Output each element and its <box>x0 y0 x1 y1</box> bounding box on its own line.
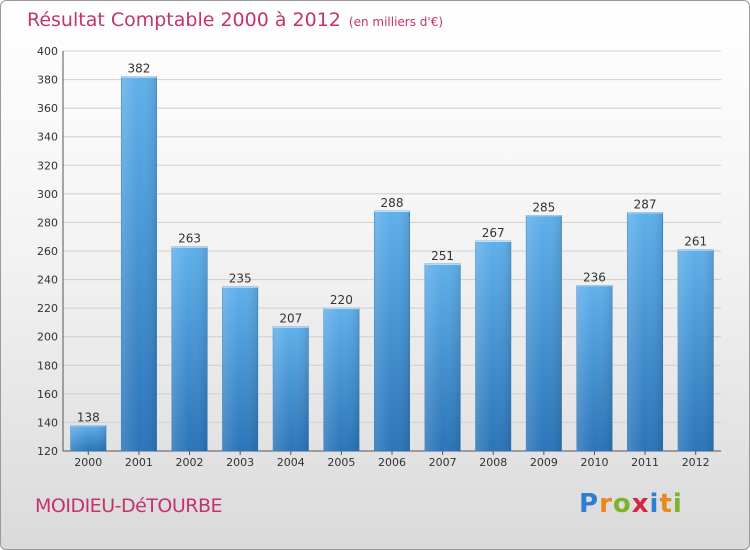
logo-letter: t <box>659 489 673 519</box>
y-tick-label: 360 <box>37 102 58 115</box>
y-tick-label: 220 <box>37 302 58 315</box>
x-tick-label: 2011 <box>631 456 659 469</box>
y-tick-label: 140 <box>37 416 58 429</box>
data-label: 207 <box>279 312 302 326</box>
bar-shine <box>677 249 714 451</box>
data-label: 236 <box>583 270 606 284</box>
data-label: 382 <box>127 62 150 76</box>
y-tick-label: 180 <box>37 359 58 372</box>
bar-shine <box>171 246 208 451</box>
brand-logo: Proxiti <box>579 489 683 519</box>
bar-shine <box>475 241 511 451</box>
y-tick-label: 300 <box>37 188 58 201</box>
data-label: 251 <box>431 249 454 263</box>
x-tick-label: 2000 <box>74 456 102 469</box>
logo-letter: i <box>672 489 683 519</box>
data-label: 263 <box>178 232 201 246</box>
bar-shine <box>526 215 562 451</box>
chart-title: Résultat Comptable 2000 à 2012 (en millie… <box>27 9 443 31</box>
label-layer: 138 382 263 235 207 220 288 251 267 285 236 287 261 <box>77 62 707 425</box>
x-tick-label: 2004 <box>277 456 305 469</box>
y-tick-label: 260 <box>37 245 58 258</box>
x-tick-label: 2005 <box>327 456 355 469</box>
y-tick-label: 160 <box>37 388 58 401</box>
title-text: Résultat Comptable 2000 à 2012 <box>27 9 341 31</box>
x-tick-label: 2009 <box>530 456 558 469</box>
data-label: 288 <box>381 196 404 210</box>
bar-shine <box>323 308 360 451</box>
x-tick-label: 2012 <box>682 456 710 469</box>
logo-letter: r <box>599 489 613 519</box>
logo-letter: o <box>612 489 632 519</box>
x-tick-label: 2003 <box>226 456 254 469</box>
bar-shine <box>222 286 258 451</box>
bar-shine <box>273 326 309 451</box>
data-label: 285 <box>532 200 555 214</box>
logo-letter: x <box>631 489 650 519</box>
data-label: 138 <box>77 410 100 424</box>
location-name: MOIDIEU-DéTOURBE <box>35 495 222 517</box>
x-tick-label: 2007 <box>429 456 457 469</box>
y-tick-label: 200 <box>37 331 58 344</box>
y-tick-label: 120 <box>37 445 58 458</box>
data-label: 261 <box>684 235 707 249</box>
bar-shine <box>627 212 663 451</box>
bar-shine <box>70 425 107 451</box>
bar-shine <box>576 285 613 451</box>
x-tick-label: 2002 <box>176 456 204 469</box>
y-tick-label: 400 <box>37 45 58 58</box>
data-label: 235 <box>229 272 252 286</box>
logo-letter: P <box>579 489 600 519</box>
bar-shine <box>121 76 157 451</box>
y-tick-label: 380 <box>37 74 58 87</box>
bar-shine <box>374 211 410 451</box>
data-label: 220 <box>330 293 353 307</box>
y-tick-label: 280 <box>37 216 58 229</box>
logo-letter: i <box>649 489 660 519</box>
x-tick-label: 2006 <box>378 456 406 469</box>
bar-shine <box>424 263 461 451</box>
y-tick-label: 340 <box>37 131 58 144</box>
x-tick-label: 2001 <box>125 456 153 469</box>
data-label: 267 <box>482 226 505 240</box>
y-tick-label: 240 <box>37 274 58 287</box>
y-tick-label: 320 <box>37 159 58 172</box>
data-label: 287 <box>634 197 657 211</box>
bar-layer <box>70 76 714 452</box>
chart-subtitle: (en milliers d'€) <box>348 15 444 29</box>
x-tick-label: 2008 <box>479 456 507 469</box>
x-tick-label: 2010 <box>580 456 608 469</box>
